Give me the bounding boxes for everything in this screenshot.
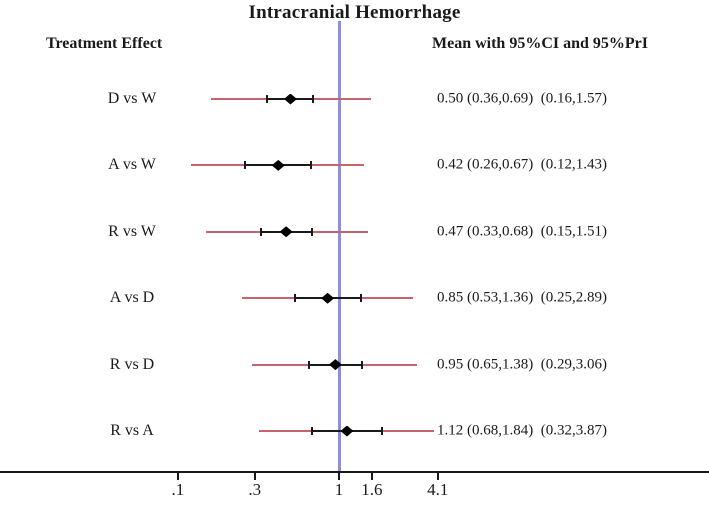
- chart-title: Intracranial Hemorrhage: [248, 2, 461, 23]
- x-axis-tick-label: .3: [248, 480, 262, 499]
- x-axis-tick: [338, 473, 340, 480]
- row-estimate-text: 0.95 (0.65,1.38) (0.29,3.06): [437, 356, 607, 373]
- row-estimate-text: 0.47 (0.33,0.68) (0.15,1.51): [437, 223, 607, 240]
- ci-right-cap: [311, 227, 313, 236]
- x-axis-line: [0, 471, 709, 473]
- ci-right-cap: [380, 427, 383, 435]
- mean-marker-diamond-icon: [328, 359, 342, 371]
- row-estimate-text: 0.42 (0.26,0.67) (0.12,1.43): [437, 156, 607, 173]
- row-estimate-text: 1.12 (0.68,1.84) (0.32,3.87): [437, 422, 607, 439]
- row-estimate-text: 0.85 (0.53,1.36) (0.25,2.89): [437, 289, 607, 306]
- x-axis-tick-label: 1: [334, 480, 344, 499]
- x-axis-tick: [436, 473, 439, 480]
- x-axis-tick-label: 1.6: [361, 480, 383, 499]
- x-axis-tick: [176, 473, 179, 480]
- ci-left-cap: [307, 360, 310, 369]
- row-label: R vs D: [109, 355, 155, 373]
- ci-left-cap: [260, 227, 263, 236]
- row-label: R vs W: [108, 222, 156, 240]
- row-label: D vs W: [107, 90, 157, 107]
- mean-marker-diamond-icon: [271, 159, 285, 171]
- ci-left-cap: [266, 95, 269, 103]
- ci-left-cap: [243, 161, 246, 170]
- row-estimate-text: 0.50 (0.36,0.69) (0.16,1.57): [437, 90, 607, 107]
- x-axis-tick: [253, 473, 256, 480]
- row-label: R vs A: [110, 422, 154, 439]
- ci-left-cap: [293, 294, 296, 303]
- mean-marker-diamond-icon: [283, 93, 297, 105]
- ci-right-cap: [359, 294, 362, 303]
- reference-line: [337, 21, 341, 471]
- right-column-header: Mean with 95%CI and 95%PrI: [432, 35, 649, 52]
- row-label: A vs W: [108, 156, 156, 174]
- x-axis-tick-label: .1: [171, 480, 185, 499]
- mean-marker-diamond-icon: [340, 425, 354, 437]
- row-label: A vs D: [109, 289, 155, 307]
- x-axis-tick-label: 4.1: [427, 480, 449, 499]
- x-axis-tick: [370, 473, 373, 480]
- ci-right-cap: [360, 360, 363, 369]
- mean-marker-diamond-icon: [279, 226, 293, 238]
- ci-right-cap: [312, 95, 315, 103]
- ci-right-cap: [309, 161, 312, 170]
- ci-left-cap: [311, 427, 313, 435]
- mean-marker-diamond-icon: [321, 292, 335, 304]
- left-column-header: Treatment Effect: [46, 35, 163, 52]
